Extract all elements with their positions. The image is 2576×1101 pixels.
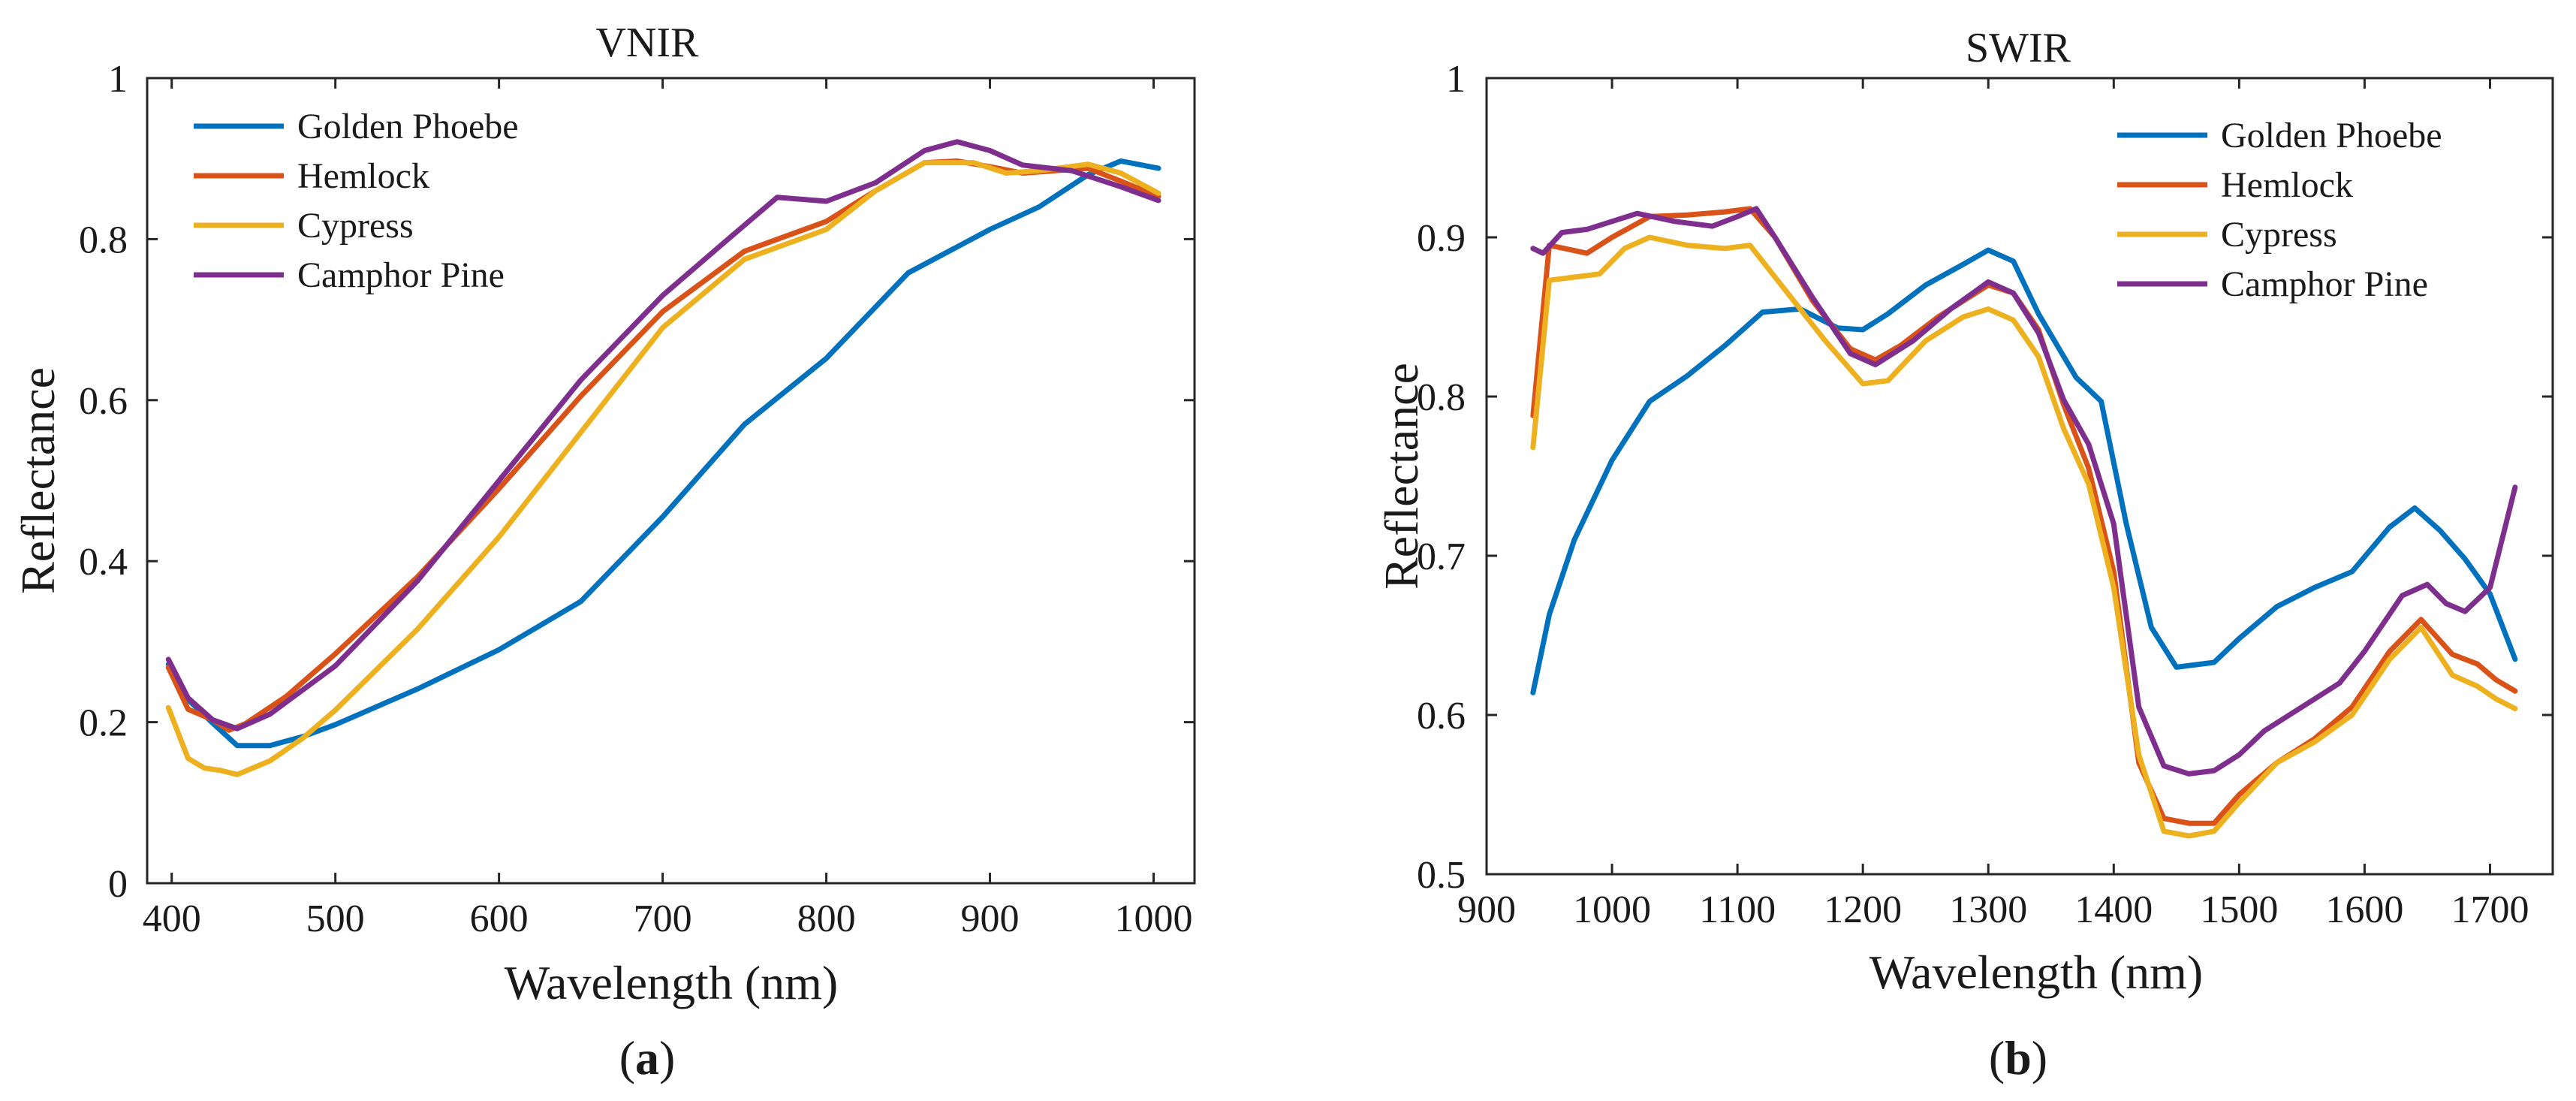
swir-panel: SWIR 900 1000 1100 1200 1300 1400 1500 1600 1700…: [1375, 25, 2554, 1084]
vnir-x-tick-label: 800: [797, 897, 856, 940]
swir-y-tick-label: 0.5: [1417, 854, 1466, 897]
vnir-panel-label: (a): [619, 1031, 676, 1084]
vnir-plot-frame: [146, 77, 1196, 885]
swir-series: [1530, 206, 2518, 839]
vnir-legend-label-golden-phoebe: Golden Phoebe: [297, 107, 519, 146]
vnir-y-tick-label: 0.2: [79, 702, 128, 745]
swir-ticks: 900 1000 1100 1200 1300 1400 1500 1600 1700 0.5 0.…: [1417, 58, 2553, 931]
vnir-series-cypress: [165, 160, 1161, 777]
vnir-y-tick-label: 0: [108, 863, 128, 906]
swir-x-tick-label: 1200: [1824, 888, 1902, 931]
swir-legend-label-camphor-pine: Camphor Pine: [2221, 264, 2428, 304]
vnir-x-tick-label: 600: [470, 897, 529, 940]
vnir-legend: Golden Phoebe Hemlock Cypress Camphor Pine: [194, 107, 519, 295]
swir-series-golden-phoebe: [1530, 247, 2518, 695]
swir-y-tick-label: 0.8: [1417, 376, 1466, 419]
swir-plot-frame: [1485, 77, 2554, 876]
swir-series-camphor-pine: [1530, 206, 2518, 777]
vnir-x-tick-label: 400: [143, 897, 201, 940]
vnir-legend-label-camphor-pine: Camphor Pine: [297, 255, 505, 295]
vnir-y-tick-label: 1: [108, 58, 128, 101]
vnir-x-tick-label: 900: [961, 897, 1020, 940]
swir-x-tick-label: 1300: [1949, 888, 2027, 931]
swir-title: SWIR: [1966, 25, 2071, 71]
vnir-y-axis-label: Reflectance: [11, 367, 65, 594]
vnir-y-tick-label: 0.8: [79, 219, 128, 261]
swir-x-tick-label: 1400: [2074, 888, 2153, 931]
swir-legend-label-cypress: Cypress: [2221, 215, 2337, 255]
swir-x-tick-label: 900: [1457, 888, 1516, 931]
swir-x-tick-label: 1500: [2200, 888, 2278, 931]
swir-series-cypress: [1530, 234, 2518, 839]
swir-y-tick-label: 1: [1446, 58, 1466, 101]
vnir-legend-label-hemlock: Hemlock: [297, 156, 429, 196]
vnir-legend-label-cypress: Cypress: [297, 206, 414, 246]
swir-y-axis-label: Reflectance: [1375, 363, 1428, 590]
vnir-series-hemlock: [165, 158, 1161, 733]
swir-x-tick-label: 1100: [1699, 888, 1776, 931]
vnir-series: [165, 139, 1161, 777]
swir-y-tick-label: 0.9: [1417, 217, 1466, 260]
swir-legend-label-golden-phoebe: Golden Phoebe: [2221, 116, 2442, 155]
swir-x-tick-label: 1700: [2451, 888, 2529, 931]
vnir-x-tick-label: 500: [306, 897, 365, 940]
swir-y-tick-label: 0.7: [1417, 535, 1466, 578]
swir-x-tick-label: 1000: [1573, 888, 1651, 931]
vnir-panel: VNIR 400 500 600 700 800 900 1000 0 0.2 0.4 0.6 0.8…: [11, 20, 1196, 1084]
swir-legend-label-hemlock: Hemlock: [2221, 165, 2353, 205]
swir-x-axis-label: Wavelength (nm): [1869, 946, 2203, 999]
swir-y-tick-label: 0.6: [1417, 695, 1466, 738]
vnir-series-camphor-pine: [165, 139, 1161, 731]
vnir-x-tick-label: 1000: [1115, 897, 1193, 940]
vnir-x-tick-label: 700: [634, 897, 692, 940]
swir-x-tick-label: 1600: [2325, 888, 2403, 931]
swir-legend: Golden Phoebe Hemlock Cypress Camphor Pine: [2117, 116, 2442, 304]
vnir-y-tick-label: 0.4: [79, 541, 128, 584]
vnir-series-golden-phoebe: [165, 158, 1161, 749]
vnir-title: VNIR: [596, 20, 700, 66]
vnir-y-tick-label: 0.6: [79, 380, 128, 423]
vnir-ticks: 400 500 600 700 800 900 1000 0 0.2 0.4 0.6 0.8 1: [79, 58, 1195, 940]
swir-panel-label: (b): [1989, 1031, 2047, 1084]
vnir-x-axis-label: Wavelength (nm): [505, 956, 838, 1009]
